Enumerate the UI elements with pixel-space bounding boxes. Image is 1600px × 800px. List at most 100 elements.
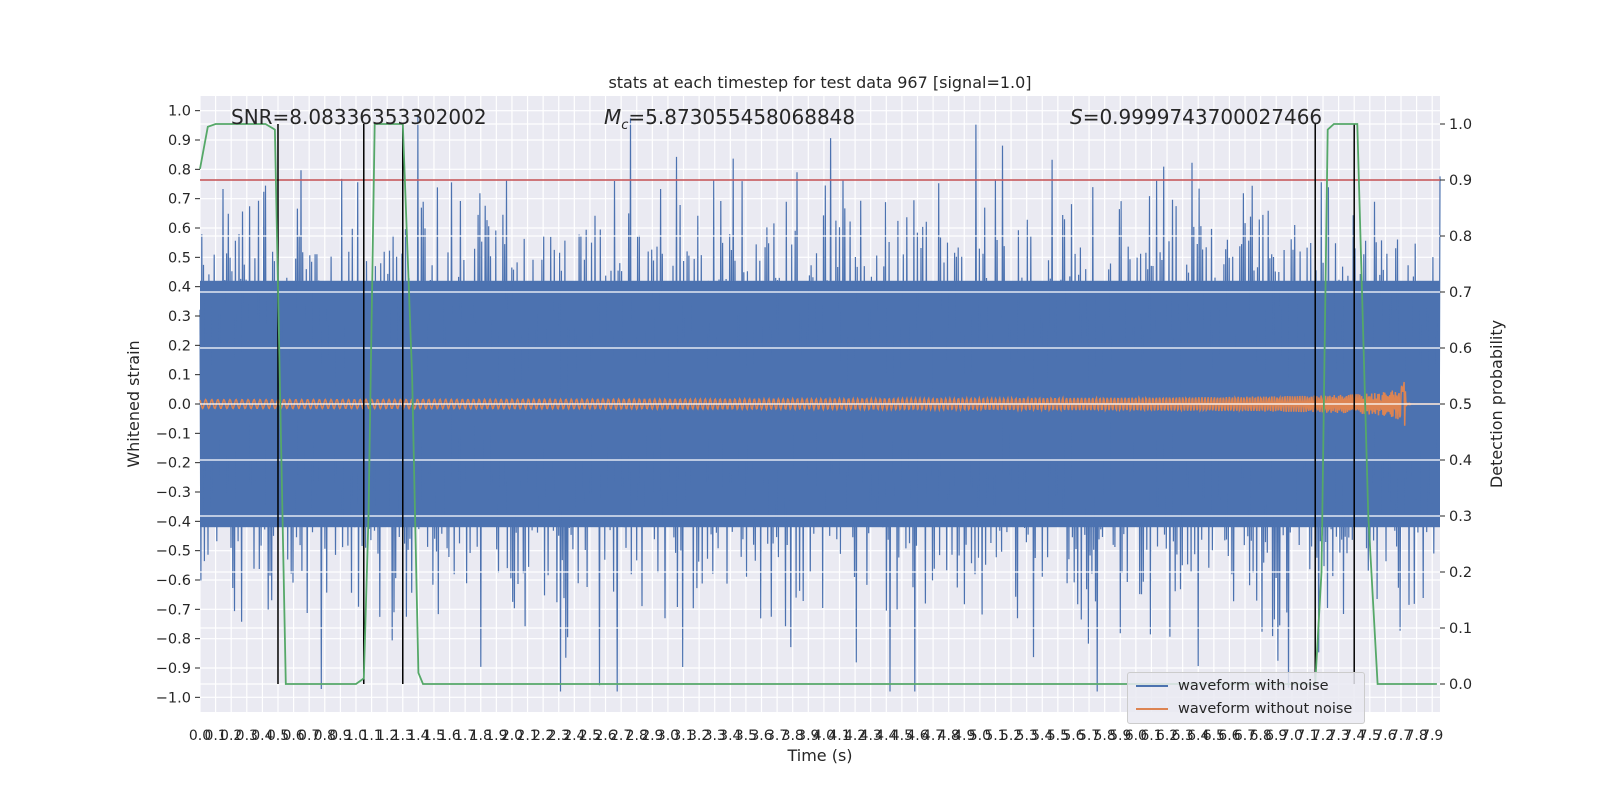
x-tick-label: 6.6 (1218, 728, 1240, 744)
x-tick-label: 3.7 (766, 728, 788, 744)
x-tick-label: 7.3 (1327, 728, 1349, 744)
x-tick-label: 3.0 (657, 728, 679, 744)
x-tick-label: 1.2 (376, 728, 398, 744)
y-tick-label: −0.2 (156, 456, 191, 472)
y-tick-label: −0.8 (156, 632, 191, 648)
y-tick-label: 0.9 (168, 133, 191, 149)
y-tick-label: −0.4 (156, 514, 191, 530)
x-tick-label: 5.0 (969, 728, 991, 744)
noise-trace (199, 116, 1441, 692)
x-tick-label: 3.5 (735, 728, 757, 744)
y2-tick-label: 0.1 (1449, 621, 1472, 637)
y2-tick-label: 0.3 (1449, 509, 1472, 525)
x-tick-label: 1.1 (360, 728, 382, 744)
y-tick-label: −0.7 (156, 602, 191, 618)
y2-axis-label: Detection probability (1487, 320, 1506, 488)
mc-symbol: M (604, 105, 621, 129)
x-tick-label: 7.7 (1390, 728, 1412, 744)
x-tick-label: 4.5 (891, 728, 913, 744)
mc-annotation: Mc=5.873055458068848 (604, 105, 855, 133)
y2-tick-label: 0.0 (1449, 677, 1472, 693)
x-tick-label: 4.0 (813, 728, 835, 744)
y-tick-label: 1.0 (168, 104, 191, 120)
x-tick-label: 2.4 (563, 728, 585, 744)
x-tick-label: 5.6 (1062, 728, 1084, 744)
x-tick-label: 1.4 (407, 728, 429, 744)
x-tick-label: 2.2 (532, 728, 554, 744)
x-tick-label: 3.2 (688, 728, 710, 744)
x-tick-label: 6.3 (1172, 728, 1194, 744)
x-tick-label: 4.1 (828, 728, 850, 744)
y-tick-label: 0.1 (168, 368, 191, 384)
y-tick-label: 0.3 (168, 309, 191, 325)
x-tick-label: 2.9 (641, 728, 663, 744)
x-tick-label: 6.7 (1234, 728, 1256, 744)
y2-tick-label: 0.4 (1449, 453, 1472, 469)
x-tick-label: 0.1 (204, 728, 226, 744)
y2-tick-label: 0.2 (1449, 565, 1472, 581)
x-tick-label: 3.1 (672, 728, 694, 744)
mc-value: =5.873055458068848 (628, 105, 855, 129)
y-tick-label: 0.4 (168, 280, 191, 296)
x-tick-label: 3.6 (750, 728, 772, 744)
y2-axis-ticks: 1.0 0.9 0.8 0.7 0.6 0.5 0.4 0.3 0.2 0.1 0.0 (1440, 117, 1472, 693)
y2-tick-label: 0.8 (1449, 229, 1472, 245)
legend-item-noise: waveform with noise (1136, 675, 1329, 697)
x-tick-label: 2.3 (548, 728, 570, 744)
y2-tick-label: 0.6 (1449, 341, 1472, 357)
y2-tick-label: 0.7 (1449, 285, 1472, 301)
x-tick-label: 6.5 (1203, 728, 1225, 744)
x-tick-label: 4.8 (938, 728, 960, 744)
x-tick-label: 2.8 (626, 728, 648, 744)
x-tick-label: 4.7 (922, 728, 944, 744)
x-tick-label: 5.1 (984, 728, 1006, 744)
x-tick-label: 6.4 (1187, 728, 1209, 744)
x-tick-label: 5.3 (1016, 728, 1038, 744)
x-tick-label: 3.9 (797, 728, 819, 744)
legend-swatch (1136, 685, 1168, 687)
x-tick-label: 5.9 (1109, 728, 1131, 744)
x-tick-label: 4.4 (875, 728, 897, 744)
x-tick-label: 1.9 (485, 728, 507, 744)
y2-tick-label: 0.5 (1449, 397, 1472, 413)
x-tick-label: 7.6 (1374, 728, 1396, 744)
s-value: =0.9999743700027466 (1083, 105, 1322, 129)
x-tick-label: 0.2 (220, 728, 242, 744)
y2-tick-label: 0.9 (1449, 173, 1472, 189)
y-tick-label: −0.3 (156, 485, 191, 501)
x-tick-label: 0.6 (282, 728, 304, 744)
y-tick-label: 0.7 (168, 192, 191, 208)
x-tick-label: 4.9 (953, 728, 975, 744)
x-tick-label: 1.8 (470, 728, 492, 744)
x-tick-label: 6.2 (1156, 728, 1178, 744)
legend-label: waveform without noise (1178, 701, 1353, 717)
s-annotation: S=0.9999743700027466 (1070, 105, 1322, 129)
y-tick-label: −0.6 (156, 573, 191, 589)
x-tick-label: 1.6 (438, 728, 460, 744)
x-tick-label: 2.1 (516, 728, 538, 744)
legend-label: waveform with noise (1178, 678, 1329, 694)
legend-swatch (1136, 708, 1168, 710)
x-tick-label: 7.9 (1421, 728, 1443, 744)
x-tick-label: 7.8 (1405, 728, 1427, 744)
y-tick-label: −0.5 (156, 544, 191, 560)
detection-markers (277, 124, 1355, 684)
x-tick-label: 3.8 (782, 728, 804, 744)
x-tick-label: 0.3 (236, 728, 258, 744)
x-tick-label: 6.0 (1125, 728, 1147, 744)
x-tick-label: 1.5 (423, 728, 445, 744)
y-tick-label: −0.9 (156, 661, 191, 677)
x-axis-ticks: 0.00.10.20.30.40.50.60.70.80.91.01.11.21… (189, 728, 1443, 744)
series-detection-probability (199, 123, 1437, 685)
x-tick-label: 0.9 (329, 728, 351, 744)
y-tick-label: 0.8 (168, 162, 191, 178)
x-tick-label: 6.8 (1249, 728, 1271, 744)
x-tick-label: 7.5 (1359, 728, 1381, 744)
x-tick-label: 4.6 (906, 728, 928, 744)
x-tick-label: 3.4 (719, 728, 741, 744)
x-tick-label: 5.8 (1094, 728, 1116, 744)
x-tick-label: 0.5 (267, 728, 289, 744)
x-tick-label: 4.2 (844, 728, 866, 744)
x-tick-label: 5.2 (1000, 728, 1022, 744)
mc-subscript: c (621, 118, 628, 133)
